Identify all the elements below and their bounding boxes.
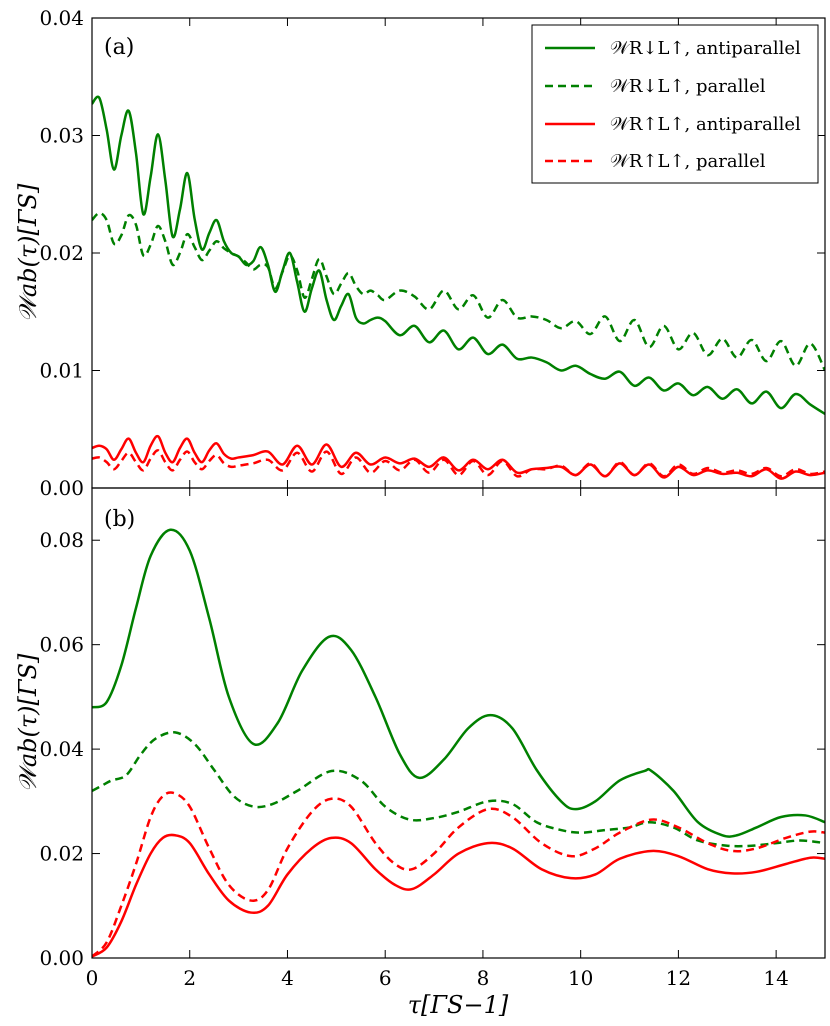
panel-b-series-red-dashed (92, 791, 825, 958)
x-axis-title: τ[ΓS−1] (408, 991, 509, 1019)
legend-entry-red-solid: 𝒲R↑L↑, antiparallel (610, 114, 801, 135)
x-tick-label: 10 (568, 966, 593, 990)
panel-a-series-red-dashed (92, 449, 825, 478)
panel-b-y-tick-label: 0.02 (39, 842, 84, 866)
panel-b-y-tick-label: 0.00 (39, 946, 84, 970)
panel-b-label: (b) (104, 507, 135, 532)
legend-entry-red-dashed: 𝒲R↑L↑, parallel (610, 151, 766, 172)
panel-b-series-green-solid (92, 528, 825, 838)
legend-entry-green-solid: 𝒲R↓L↑, antiparallel (610, 38, 801, 59)
panel-b-y-tick-label: 0.08 (39, 528, 84, 552)
panel-a: 0.00 0.01 0.02 0.03 0.04 (a) 𝒲ab(τ)[ΓS] 𝒲R↓L… (14, 6, 826, 500)
panel-b-series-green-dashed (92, 731, 825, 848)
panel-a-series-green-dashed (92, 211, 825, 372)
panel-b-ylabel: 𝒲ab(τ)[ΓS] (14, 653, 42, 792)
panel-a-y-tick-label: 0.03 (39, 124, 84, 148)
panel-b-ticks: 0 2 4 6 8 10 12 14 0.00 0.02 0.04 0.06 0.08 (39, 488, 825, 990)
panel-a-y-tick-label: 0.01 (39, 359, 84, 383)
panel-a-ylabel: 𝒲ab(τ)[ΓS] (14, 183, 42, 322)
panel-b-y-tick-label: 0.06 (39, 633, 84, 657)
panel-a-series-red-solid (92, 434, 825, 480)
panel-a-y-tick-label: 0.04 (39, 6, 84, 30)
legend-frame (531, 24, 819, 184)
x-tick-label: 4 (281, 966, 294, 990)
panel-b: 0 2 4 6 8 10 12 14 0.00 0.02 0.04 0.06 0.08 (b) 𝒲ab(… (14, 487, 826, 1019)
panel-a-series-green-solid (92, 95, 825, 416)
x-tick-label: 2 (183, 966, 196, 990)
panel-a-y-tick-label: 0.00 (39, 476, 84, 500)
panel-a-y-tick-label: 0.02 (39, 241, 84, 265)
panel-a-plot-lines (92, 95, 825, 480)
legend: 𝒲R↓L↑, antiparallel 𝒲R↓L↑, parallel 𝒲R↑L… (531, 24, 819, 184)
panel-b-y-tick-label: 0.04 (39, 737, 84, 761)
legend-entry-green-dashed: 𝒲R↓L↑, parallel (610, 76, 766, 97)
x-tick-label: 0 (86, 966, 99, 990)
panel-a-label: (a) (104, 35, 134, 60)
x-tick-label: 14 (763, 966, 788, 990)
x-tick-label: 8 (477, 966, 490, 990)
panel-b-frame (91, 487, 826, 959)
panel-b-series-red-solid (92, 833, 825, 958)
x-tick-label: 12 (666, 966, 691, 990)
panel-b-plot-lines (92, 528, 825, 958)
x-tick-label: 6 (379, 966, 392, 990)
